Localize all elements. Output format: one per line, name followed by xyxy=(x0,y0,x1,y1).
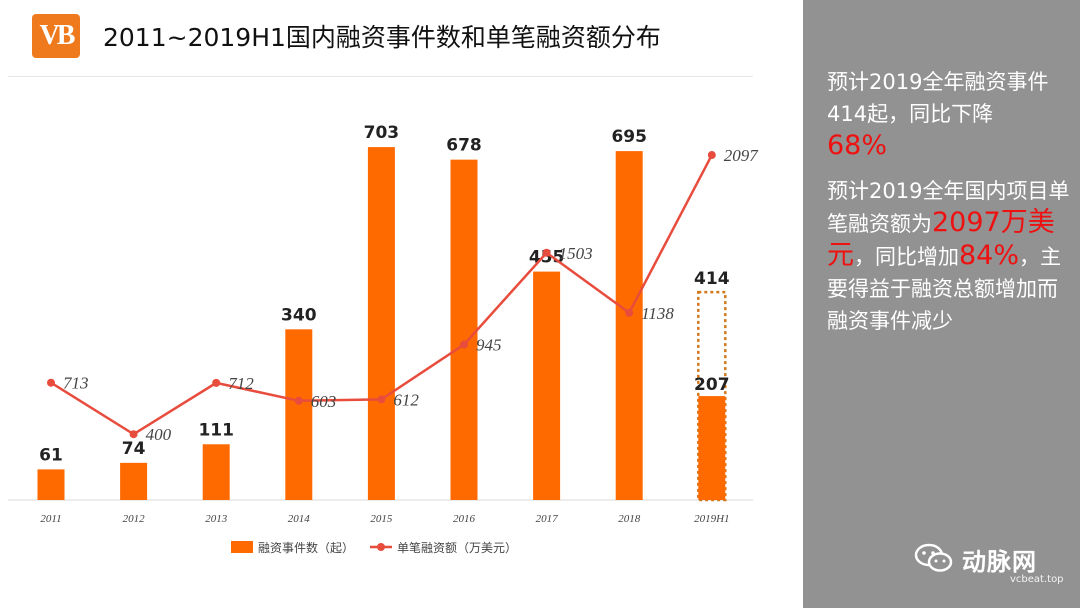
x-tick-label: 2011 xyxy=(40,513,61,525)
x-tick-label: 2013 xyxy=(205,513,228,525)
legend-label-bar: 融资事件数（起） xyxy=(258,540,354,555)
line-value-label: 713 xyxy=(63,374,89,393)
chart-figure: 2011 2012 2013 2014 2015 2016 2017 2018 2019H1 4… xyxy=(8,123,759,555)
x-tick-label: 2015 xyxy=(370,513,393,525)
line-point xyxy=(47,378,55,387)
line-point xyxy=(460,340,468,349)
bar-value-label: 695 xyxy=(611,127,647,147)
bar-value-label: 678 xyxy=(446,136,482,156)
x-tick-label: 2014 xyxy=(288,513,311,525)
page-title: 2011~2019H1国内融资事件数和单笔融资额分布 xyxy=(103,23,661,52)
line-value-label: 400 xyxy=(146,425,172,444)
line-value-label: 712 xyxy=(228,374,254,393)
bar xyxy=(698,396,726,500)
chart-legend: 融资事件数（起） 单笔融资额（万美元） xyxy=(231,540,517,555)
summary-text: 预计2019全年融资事件414起，同比下降 68% 预计2019全年国内项目单笔… xyxy=(827,66,1072,349)
legend-label-line: 单笔融资额（万美元） xyxy=(397,540,517,555)
projected-bar-label: 414 xyxy=(694,269,730,289)
summary-block-amount: 预计2019全年国内项目单笔融资额为2097万美元，同比增加84%，主要得益于融… xyxy=(827,175,1072,337)
x-axis: 2011 2012 2013 2014 2015 2016 2017 2018 2019H1 xyxy=(8,499,753,525)
line-point xyxy=(707,151,716,160)
summary-growth-highlight: 84% xyxy=(959,240,1020,271)
line-value-label: 1503 xyxy=(559,244,593,263)
summary-block-events: 预计2019全年融资事件414起，同比下降 68% xyxy=(827,66,1072,163)
logo-mark: VB xyxy=(32,14,80,58)
wechat-icon xyxy=(914,543,953,572)
watermark: 动脉网 vcbeat.top xyxy=(914,534,1074,594)
summary-panel: 预计2019全年融资事件414起，同比下降 68% 预计2019全年国内项目单笔… xyxy=(803,0,1080,608)
x-tick-label: 2012 xyxy=(123,513,146,525)
line-value-label: 603 xyxy=(311,392,337,411)
line-point xyxy=(377,395,386,404)
bar-value-label: 74 xyxy=(122,439,146,459)
summary-events-highlight: 68% xyxy=(827,130,888,161)
title-divider xyxy=(8,76,753,77)
legend-swatch-line-marker xyxy=(377,543,385,551)
x-tick-label: 2018 xyxy=(618,513,641,525)
bar-value-label: 61 xyxy=(39,445,63,465)
summary-amount-post: ，主要得益于融资总额增加而融资事件减少 xyxy=(827,245,1062,333)
x-tick-label: 2017 xyxy=(536,513,559,525)
summary-amount-highlight: 2097万美元 xyxy=(827,207,1055,271)
watermark-url: vcbeat.top xyxy=(1010,574,1064,585)
bar xyxy=(37,469,65,500)
bar-value-label: 703 xyxy=(364,123,400,143)
x-tick-label: 2019H1 xyxy=(694,513,729,525)
line-value-label: 612 xyxy=(393,390,419,409)
summary-amount-text: 预计2019全年国内项目单笔融资额为 xyxy=(827,179,1070,236)
line-value-label: 2097 xyxy=(724,146,760,165)
bar xyxy=(367,147,395,500)
bar-value-label: 340 xyxy=(281,305,317,325)
bar xyxy=(533,271,561,500)
line-value-label: 945 xyxy=(476,336,502,355)
bar xyxy=(202,444,230,500)
bar xyxy=(120,462,148,500)
watermark-brand: 动脉网 xyxy=(962,548,1037,576)
bar xyxy=(450,159,478,501)
line-point xyxy=(625,308,634,317)
bar-value-label: 207 xyxy=(694,375,730,395)
x-tick-label: 2016 xyxy=(453,513,476,525)
bar xyxy=(285,329,313,500)
legend-swatch-bar xyxy=(231,541,253,553)
line-value-label: 1138 xyxy=(641,304,674,323)
summary-amount-mid: ，同比增加 xyxy=(854,245,959,269)
bar xyxy=(615,151,643,501)
line-point xyxy=(129,430,138,439)
logo-text: VB xyxy=(39,20,76,51)
line-point xyxy=(294,396,303,405)
summary-events-text: 预计2019全年融资事件414起，同比下降 xyxy=(827,70,1049,126)
line-point xyxy=(212,378,221,387)
bar-value-label: 111 xyxy=(198,420,234,440)
line-series: 713 400 712 603 612 945 1503 1138 2097 xyxy=(47,146,759,444)
line-point xyxy=(542,248,551,257)
